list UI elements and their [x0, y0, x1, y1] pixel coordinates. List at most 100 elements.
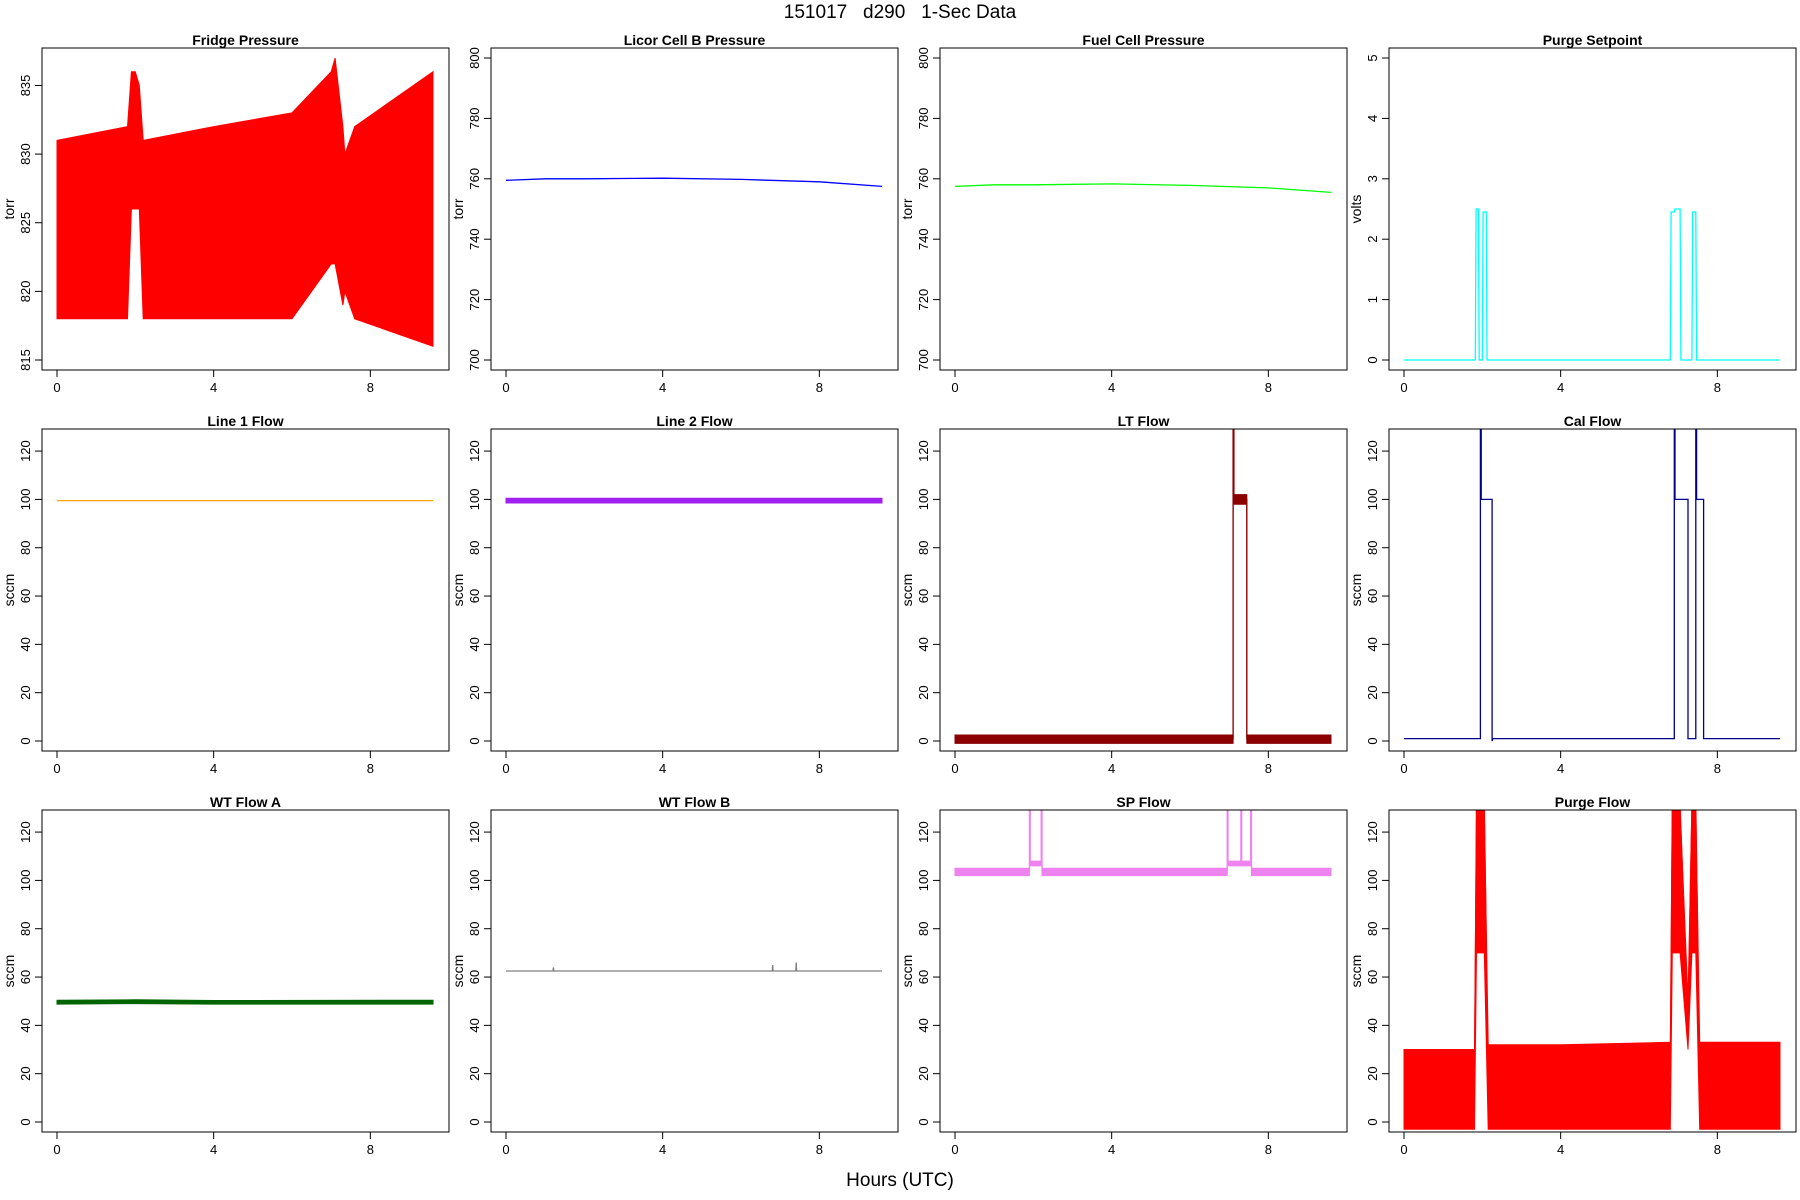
y-tick-label: 780	[916, 108, 931, 130]
series-group	[1404, 208, 1780, 361]
x-tick-label: 0	[951, 761, 958, 776]
y-tick-label: 40	[467, 637, 482, 651]
y-axis-label: volts	[1348, 195, 1364, 224]
y-tick-label: 100	[916, 489, 931, 511]
series-line	[56, 1000, 433, 1004]
y-axis-label: sccm	[899, 955, 915, 988]
x-tick-label: 8	[816, 1142, 823, 1157]
y-tick-label: 20	[18, 1066, 33, 1080]
chart-title: Fuel Cell Pressure	[1082, 32, 1204, 48]
x-tick-label: 8	[367, 380, 374, 395]
plot-frame	[1388, 47, 1797, 371]
y-tick-label: 20	[1365, 1066, 1380, 1080]
x-tick-label: 0	[951, 380, 958, 395]
y-tick-label: 60	[916, 970, 931, 984]
y-tick-label: 100	[18, 489, 33, 511]
chart-title: Cal Flow	[1564, 413, 1622, 429]
x-tick-label: 8	[1265, 1142, 1272, 1157]
y-tick-label: 20	[18, 685, 33, 699]
y-tick-label: 60	[18, 589, 33, 603]
chart-title: SP Flow	[1116, 794, 1170, 810]
chart-panel: Fuel Cell Pressure torr 0 4 8 700 720 740 760 780…	[899, 32, 1348, 395]
chart-title: WT Flow B	[659, 794, 731, 810]
y-axis-label: sccm	[1, 955, 17, 988]
y-tick-label: 825	[18, 212, 33, 234]
y-tick-label: 740	[916, 228, 931, 250]
series-band	[56, 57, 434, 348]
x-tick-label: 0	[53, 761, 60, 776]
y-axis-label: torr	[1, 198, 17, 219]
y-tick-label: 40	[1365, 637, 1380, 651]
y-tick-label: 5	[1365, 54, 1380, 61]
plot-frame	[490, 47, 899, 371]
x-tick-label: 8	[367, 1142, 374, 1157]
series-group	[1403, 810, 1781, 1130]
x-tick-label: 0	[951, 1142, 958, 1157]
y-tick-label: 720	[916, 289, 931, 311]
y-tick-label: 780	[467, 108, 482, 130]
x-tick-label: 8	[1714, 761, 1721, 776]
series-line	[57, 112, 434, 251]
y-tick-label: 100	[467, 489, 482, 511]
y-axis-label: sccm	[450, 574, 466, 607]
x-axis-title: Hours (UTC)	[846, 1170, 954, 1191]
y-tick-label: 0	[916, 737, 931, 744]
chart-title: Purge Setpoint	[1543, 32, 1643, 48]
x-tick-label: 0	[1400, 761, 1407, 776]
series-group	[954, 429, 1332, 744]
y-tick-label: 40	[916, 1018, 931, 1032]
y-tick-label: 700	[916, 349, 931, 371]
x-tick-label: 4	[1108, 761, 1115, 776]
x-tick-label: 0	[1400, 1142, 1407, 1157]
y-tick-label: 20	[916, 685, 931, 699]
x-tick-label: 8	[1265, 761, 1272, 776]
x-tick-label: 0	[53, 380, 60, 395]
y-tick-label: 0	[18, 1118, 33, 1125]
series-group	[505, 497, 883, 504]
y-tick-label: 100	[18, 870, 33, 892]
x-tick-label: 4	[1557, 380, 1564, 395]
plot-frame	[41, 809, 450, 1133]
plot-frame	[939, 428, 1348, 752]
y-tick-label: 40	[18, 1018, 33, 1032]
x-tick-label: 0	[53, 1142, 60, 1157]
series-group	[1404, 429, 1780, 742]
y-tick-label: 80	[916, 921, 931, 935]
y-tick-label: 40	[467, 1018, 482, 1032]
chart-panel: Purge Setpoint volts 0 4 8 0 1 2 3 4 5	[1348, 32, 1797, 395]
y-tick-label: 120	[1365, 821, 1380, 843]
x-tick-label: 4	[1108, 380, 1115, 395]
y-tick-label: 2	[1365, 236, 1380, 243]
y-tick-label: 740	[467, 228, 482, 250]
y-tick-label: 60	[916, 589, 931, 603]
y-tick-label: 0	[1365, 737, 1380, 744]
y-tick-label: 0	[18, 737, 33, 744]
y-tick-label: 60	[18, 970, 33, 984]
plot-frame	[1388, 809, 1797, 1133]
y-tick-label: 40	[18, 637, 33, 651]
y-tick-label: 835	[18, 75, 33, 97]
x-tick-label: 0	[502, 1142, 509, 1157]
y-tick-label: 20	[1365, 685, 1380, 699]
series-line	[1404, 208, 1780, 361]
y-tick-label: 700	[467, 349, 482, 371]
y-tick-label: 100	[1365, 870, 1380, 892]
y-tick-label: 40	[916, 637, 931, 651]
y-tick-label: 3	[1365, 175, 1380, 182]
y-tick-label: 80	[916, 540, 931, 554]
plot-frame	[490, 809, 899, 1133]
chart-title: Line 1 Flow	[207, 413, 283, 429]
x-tick-label: 8	[816, 761, 823, 776]
series-line	[1404, 429, 1780, 742]
y-tick-label: 760	[916, 168, 931, 190]
y-tick-label: 100	[916, 870, 931, 892]
y-tick-label: 0	[916, 1118, 931, 1125]
y-axis-label: sccm	[450, 955, 466, 988]
y-tick-label: 815	[18, 349, 33, 371]
y-tick-label: 60	[467, 970, 482, 984]
figure-title: 151017 d290 1-Sec Data	[783, 2, 1017, 23]
y-tick-label: 60	[1365, 970, 1380, 984]
